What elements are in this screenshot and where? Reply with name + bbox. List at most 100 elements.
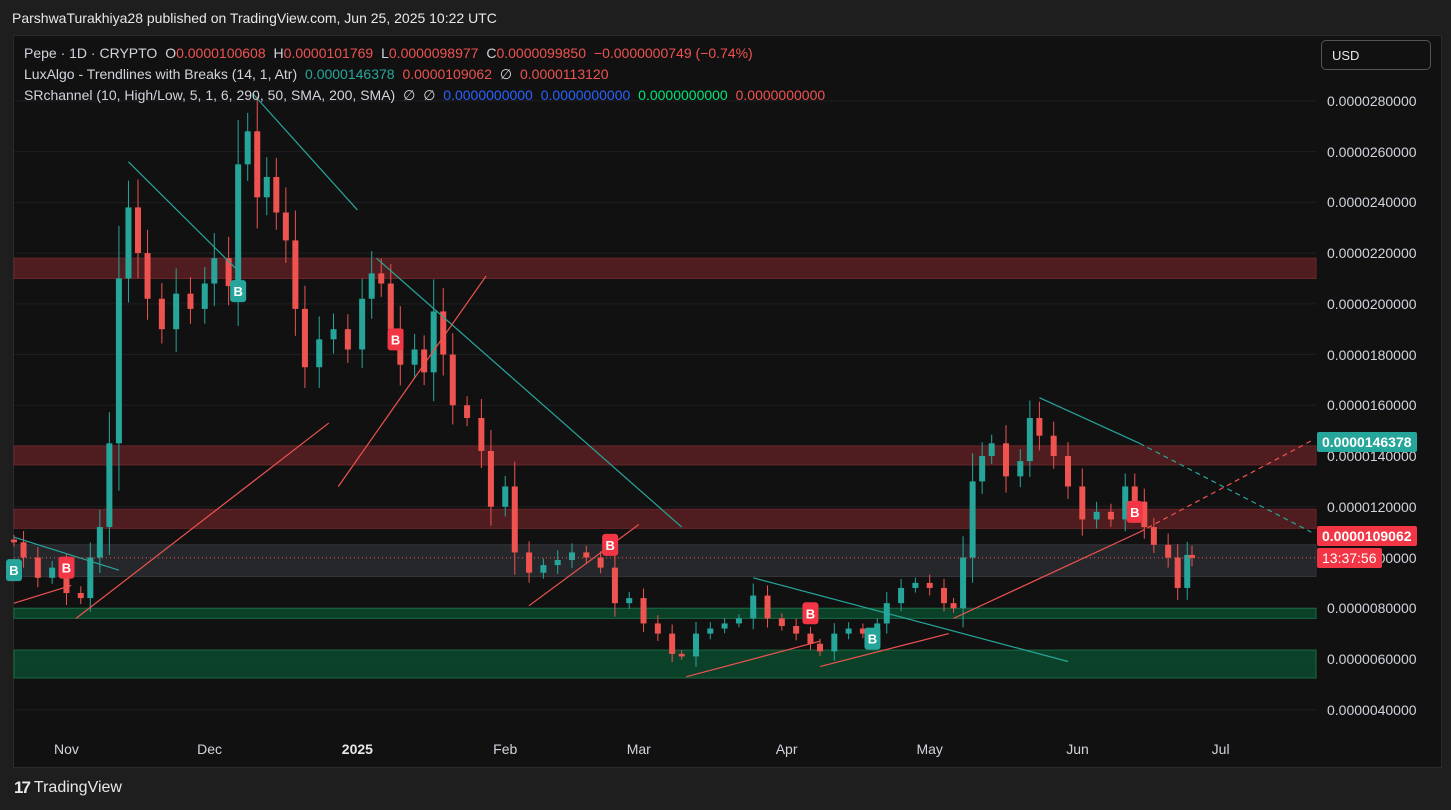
break-signal-label: B bbox=[62, 561, 71, 576]
bear-candle bbox=[1050, 435, 1057, 457]
bull-break-signal bbox=[6, 559, 22, 582]
srchannel-na-2: ∅ bbox=[423, 87, 436, 103]
bear-candle bbox=[421, 349, 428, 373]
bar-countdown-tag: 13:37:56 bbox=[1317, 548, 1382, 568]
legend-open: 0.0000100608 bbox=[176, 45, 266, 61]
tradingview-logo-icon: 17 bbox=[14, 778, 31, 797]
chart-pane[interactable] bbox=[13, 35, 1442, 768]
bull-candle bbox=[693, 633, 699, 657]
price-tick-label: 0.0000240000 bbox=[1327, 194, 1417, 211]
bear-candle bbox=[378, 273, 385, 284]
price-tick-label: 0.0000280000 bbox=[1327, 92, 1417, 109]
legend-open-label: O bbox=[165, 45, 177, 61]
red-trendline bbox=[528, 524, 640, 607]
currency-button[interactable]: USD bbox=[1321, 40, 1431, 70]
luxalgo-name: LuxAlgo - Trendlines with Breaks (14, 1,… bbox=[24, 66, 298, 82]
bear-candle bbox=[1107, 511, 1114, 520]
bear-candle bbox=[301, 308, 308, 368]
bear-break-signal bbox=[387, 328, 404, 351]
bear-candle bbox=[292, 240, 299, 309]
bear-candle bbox=[20, 542, 27, 558]
bull-candle bbox=[898, 587, 905, 604]
teal-trendline bbox=[376, 257, 683, 528]
price-tick-label: 0.0000260000 bbox=[1327, 143, 1417, 160]
bear-candle bbox=[807, 633, 814, 644]
bull-candle bbox=[235, 164, 242, 287]
time-tick-label: May bbox=[916, 741, 943, 757]
bear-candle bbox=[1036, 417, 1043, 436]
bull-candle bbox=[411, 349, 418, 365]
bull-candle bbox=[115, 278, 122, 444]
bull-candle bbox=[735, 618, 742, 624]
support-zone bbox=[13, 649, 1317, 679]
red-trendline bbox=[953, 531, 1140, 619]
bear-break-signal bbox=[1126, 500, 1143, 523]
price-tick-label: 0.0000160000 bbox=[1327, 397, 1417, 414]
bear-candle bbox=[793, 625, 800, 634]
luxalgo-value-2: 0.0000109062 bbox=[402, 66, 492, 82]
price-tick-label: 0.0000040000 bbox=[1327, 701, 1417, 718]
legend-low: 0.0000098977 bbox=[388, 45, 479, 61]
bull-candle bbox=[845, 628, 852, 634]
bull-candle bbox=[1184, 554, 1191, 588]
legend-luxalgo-row[interactable]: LuxAlgo - Trendlines with Breaks (14, 1,… bbox=[24, 66, 612, 83]
bear-candle bbox=[464, 405, 471, 418]
srchannel-name: SRchannel (10, High/Low, 5, 1, 6, 290, 5… bbox=[24, 87, 396, 103]
resistance-zone bbox=[13, 257, 1317, 279]
teal-trendline bbox=[252, 92, 358, 211]
teal-trendline bbox=[1039, 397, 1140, 444]
bear-candle bbox=[440, 311, 447, 355]
break-signal-label: B bbox=[9, 563, 18, 578]
price-tick-label: 0.0000200000 bbox=[1327, 295, 1417, 312]
bear-candle bbox=[254, 131, 261, 198]
srchannel-value-1: 0.0000000000 bbox=[443, 87, 533, 103]
time-tick-label: 2025 bbox=[341, 741, 373, 757]
legend-srchannel-row[interactable]: SRchannel (10, High/Low, 5, 1, 6, 290, 5… bbox=[24, 87, 829, 104]
bear-candle bbox=[678, 653, 685, 657]
bear-candle bbox=[135, 207, 141, 254]
legend-close: 0.0000099850 bbox=[496, 45, 586, 61]
bear-candle bbox=[387, 283, 394, 330]
bear-candle bbox=[941, 587, 947, 604]
price-tick-label: 0.0000120000 bbox=[1327, 498, 1417, 515]
price-tick-label: 0.0000080000 bbox=[1327, 600, 1417, 617]
bull-candle bbox=[263, 176, 270, 198]
bear-candle bbox=[950, 603, 957, 609]
bear-candle bbox=[487, 450, 494, 507]
bear-candle bbox=[817, 643, 823, 652]
tradingview-footer[interactable]: 17 TradingView bbox=[14, 778, 122, 798]
bull-candle bbox=[1026, 417, 1033, 462]
bull-candle bbox=[330, 329, 337, 340]
bull-candle bbox=[211, 258, 218, 284]
bull-candle bbox=[87, 557, 94, 599]
luxalgo-value-1: 0.0000146378 bbox=[305, 66, 395, 82]
bear-candle bbox=[1165, 544, 1172, 558]
red-trendline bbox=[1139, 440, 1312, 533]
bear-candle bbox=[764, 595, 771, 619]
price-tick-label: 0.0000060000 bbox=[1327, 650, 1417, 667]
bear-candle bbox=[34, 557, 41, 578]
bull-candle bbox=[969, 481, 976, 558]
bull-candle bbox=[368, 273, 375, 299]
break-signal-label: B bbox=[868, 632, 877, 647]
bear-candle bbox=[1065, 456, 1071, 487]
bear-candle bbox=[1174, 557, 1181, 588]
bear-candle bbox=[1079, 486, 1086, 520]
bear-candle bbox=[1131, 486, 1138, 502]
bear-candle bbox=[597, 557, 604, 568]
time-tick-label: Jul bbox=[1211, 741, 1230, 757]
bull-candle bbox=[721, 623, 728, 629]
luxalgo-na: ∅ bbox=[499, 66, 513, 82]
bear-candle bbox=[1150, 527, 1157, 545]
bear-candle bbox=[1141, 501, 1148, 528]
red-trendline bbox=[337, 275, 487, 487]
bear-candle bbox=[144, 253, 151, 299]
bull-candle bbox=[988, 443, 995, 457]
break-signal-label: B bbox=[1130, 505, 1139, 520]
bear-candle bbox=[1189, 554, 1195, 558]
support-zone bbox=[13, 607, 1317, 619]
luxalgo-value-3: 0.0000113120 bbox=[519, 66, 609, 82]
bear-candle bbox=[511, 486, 518, 553]
break-signal-label: B bbox=[233, 284, 242, 299]
